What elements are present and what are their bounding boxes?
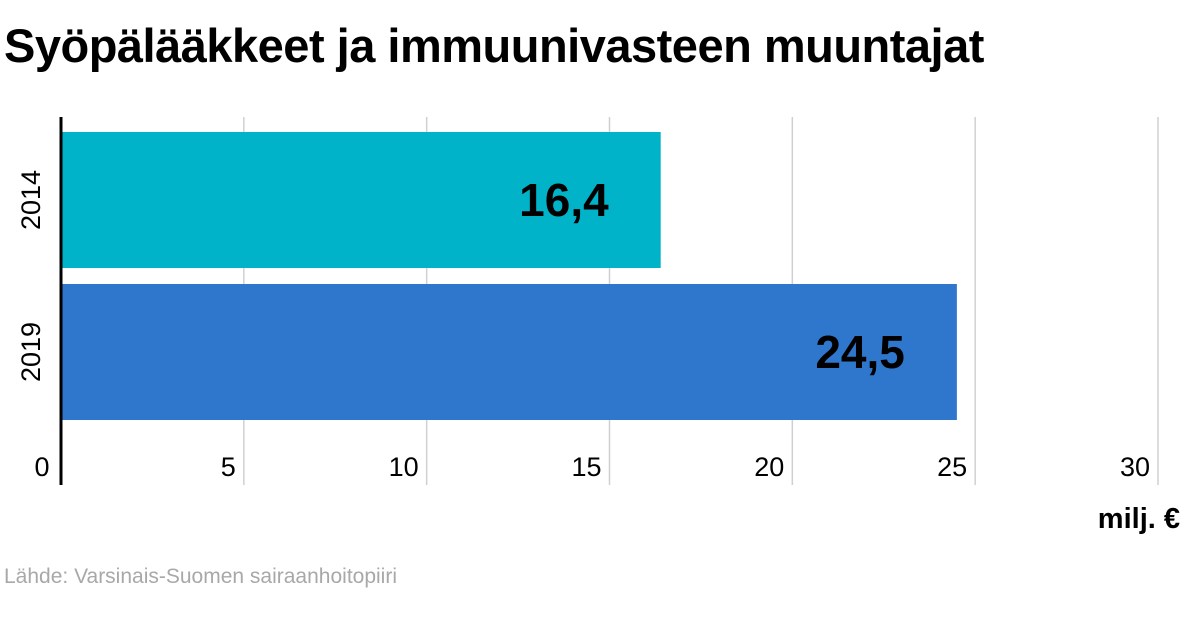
bar-value-label: 24,5: [815, 326, 905, 378]
category-label: 2014: [16, 170, 46, 230]
bar-2019: [61, 284, 957, 420]
x-axis-label: milj. €: [1098, 503, 1180, 535]
x-tick-label: 15: [571, 452, 601, 482]
x-tick-label: 25: [937, 452, 967, 482]
bar-2014: [61, 132, 661, 268]
x-tick-labels: 0 5 10 15 20 25 30: [34, 452, 1150, 482]
x-tick-label: 20: [754, 452, 784, 482]
bar-value-label: 16,4: [519, 174, 609, 226]
x-tick-label: 0: [34, 452, 49, 482]
x-tick-label: 5: [221, 452, 236, 482]
x-tick-label: 30: [1120, 452, 1150, 482]
category-labels: 2014 2019: [16, 170, 46, 382]
source-note: Lähde: Varsinais-Suomen sairaanhoitopiir…: [4, 565, 398, 588]
bars: 16,4 24,5: [61, 132, 957, 420]
x-tick-label: 10: [389, 452, 419, 482]
chart-title: Syöpälääkkeet ja immuunivasteen muuntaja…: [4, 19, 984, 72]
category-label: 2019: [16, 322, 46, 382]
